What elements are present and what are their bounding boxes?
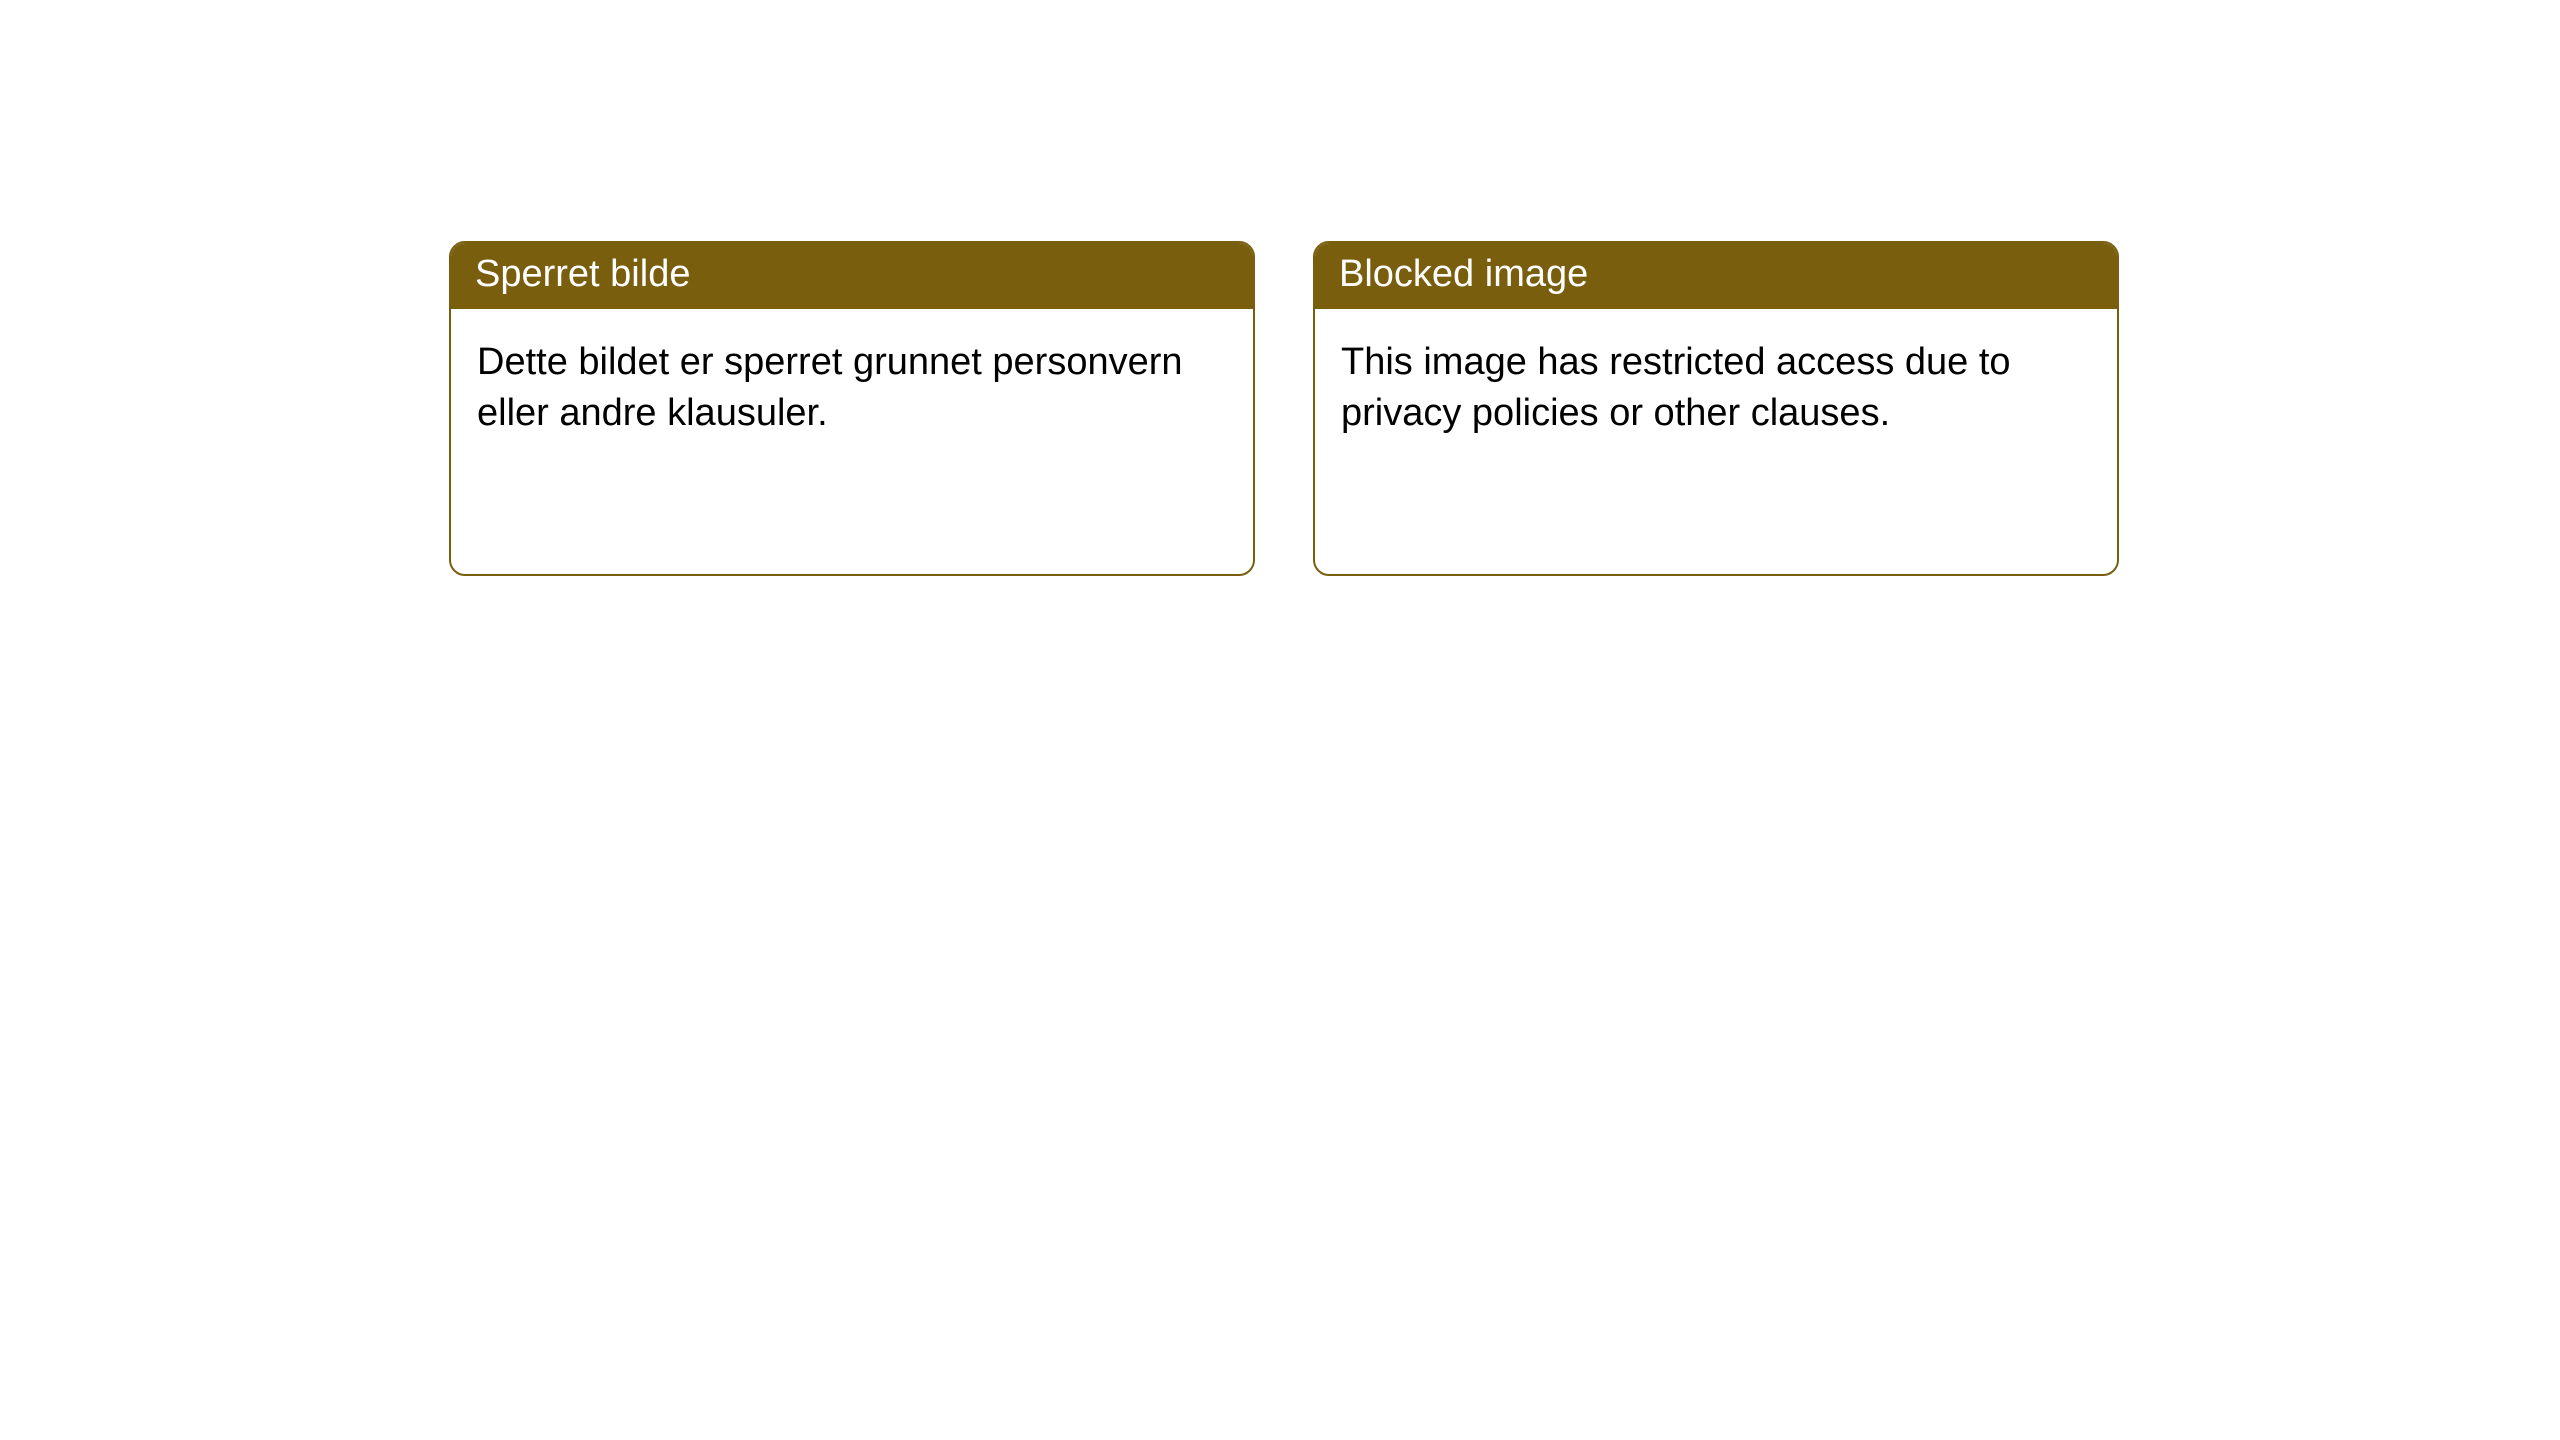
notice-card-norwegian: Sperret bilde Dette bildet er sperret gr…	[449, 241, 1255, 576]
card-header-english: Blocked image	[1315, 243, 2117, 309]
card-header-norwegian: Sperret bilde	[451, 243, 1253, 309]
card-body-norwegian: Dette bildet er sperret grunnet personve…	[451, 309, 1253, 468]
notice-cards-container: Sperret bilde Dette bildet er sperret gr…	[0, 0, 2560, 576]
card-body-english: This image has restricted access due to …	[1315, 309, 2117, 468]
notice-card-english: Blocked image This image has restricted …	[1313, 241, 2119, 576]
